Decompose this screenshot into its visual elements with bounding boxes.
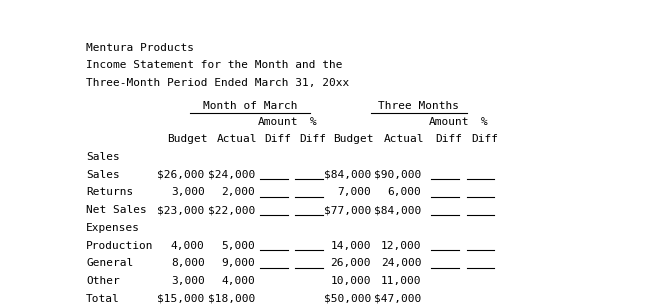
- Text: 26,000: 26,000: [330, 258, 371, 268]
- Text: $47,000: $47,000: [374, 294, 421, 304]
- Text: Net Sales: Net Sales: [86, 205, 147, 215]
- Text: Total: Total: [86, 294, 120, 304]
- Text: 8,000: 8,000: [171, 258, 205, 268]
- Text: General: General: [86, 258, 133, 268]
- Text: Diff: Diff: [471, 134, 498, 144]
- Text: 9,000: 9,000: [221, 258, 255, 268]
- Text: $22,000: $22,000: [208, 205, 255, 215]
- Text: Three-Month Period Ended March 31, 20xx: Three-Month Period Ended March 31, 20xx: [86, 78, 350, 88]
- Text: Diff: Diff: [436, 134, 463, 144]
- Text: 3,000: 3,000: [171, 276, 205, 286]
- Text: Amount: Amount: [257, 117, 298, 127]
- Text: %: %: [481, 117, 488, 127]
- Text: 6,000: 6,000: [387, 187, 421, 197]
- Text: $18,000: $18,000: [208, 294, 255, 304]
- Text: 10,000: 10,000: [330, 276, 371, 286]
- Text: 12,000: 12,000: [381, 241, 421, 251]
- Text: Mentura Products: Mentura Products: [86, 43, 194, 53]
- Text: $24,000: $24,000: [208, 170, 255, 180]
- Text: Expenses: Expenses: [86, 223, 140, 233]
- Text: 4,000: 4,000: [171, 241, 205, 251]
- Text: 4,000: 4,000: [221, 276, 255, 286]
- Text: $77,000: $77,000: [324, 205, 371, 215]
- Text: %: %: [309, 117, 317, 127]
- Text: Three Months: Three Months: [378, 101, 460, 111]
- Text: $84,000: $84,000: [374, 205, 421, 215]
- Text: 2,000: 2,000: [221, 187, 255, 197]
- Text: Amount: Amount: [429, 117, 469, 127]
- Text: Actual: Actual: [384, 134, 424, 144]
- Text: $23,000: $23,000: [157, 205, 205, 215]
- Text: 5,000: 5,000: [221, 241, 255, 251]
- Text: Diff: Diff: [264, 134, 291, 144]
- Text: $15,000: $15,000: [157, 294, 205, 304]
- Text: Sales: Sales: [86, 152, 120, 162]
- Text: Other: Other: [86, 276, 120, 286]
- Text: Returns: Returns: [86, 187, 133, 197]
- Text: $50,000: $50,000: [324, 294, 371, 304]
- Text: Actual: Actual: [217, 134, 257, 144]
- Text: 11,000: 11,000: [381, 276, 421, 286]
- Text: $84,000: $84,000: [324, 170, 371, 180]
- Text: $26,000: $26,000: [157, 170, 205, 180]
- Text: Diff: Diff: [300, 134, 326, 144]
- Text: 24,000: 24,000: [381, 258, 421, 268]
- Text: Budget: Budget: [167, 134, 207, 144]
- Text: Production: Production: [86, 241, 154, 251]
- Text: 3,000: 3,000: [171, 187, 205, 197]
- Text: Sales: Sales: [86, 170, 120, 180]
- Text: Budget: Budget: [333, 134, 374, 144]
- Text: Month of March: Month of March: [203, 101, 297, 111]
- Text: Income Statement for the Month and the: Income Statement for the Month and the: [86, 60, 343, 71]
- Text: 7,000: 7,000: [337, 187, 371, 197]
- Text: 14,000: 14,000: [330, 241, 371, 251]
- Text: $90,000: $90,000: [374, 170, 421, 180]
